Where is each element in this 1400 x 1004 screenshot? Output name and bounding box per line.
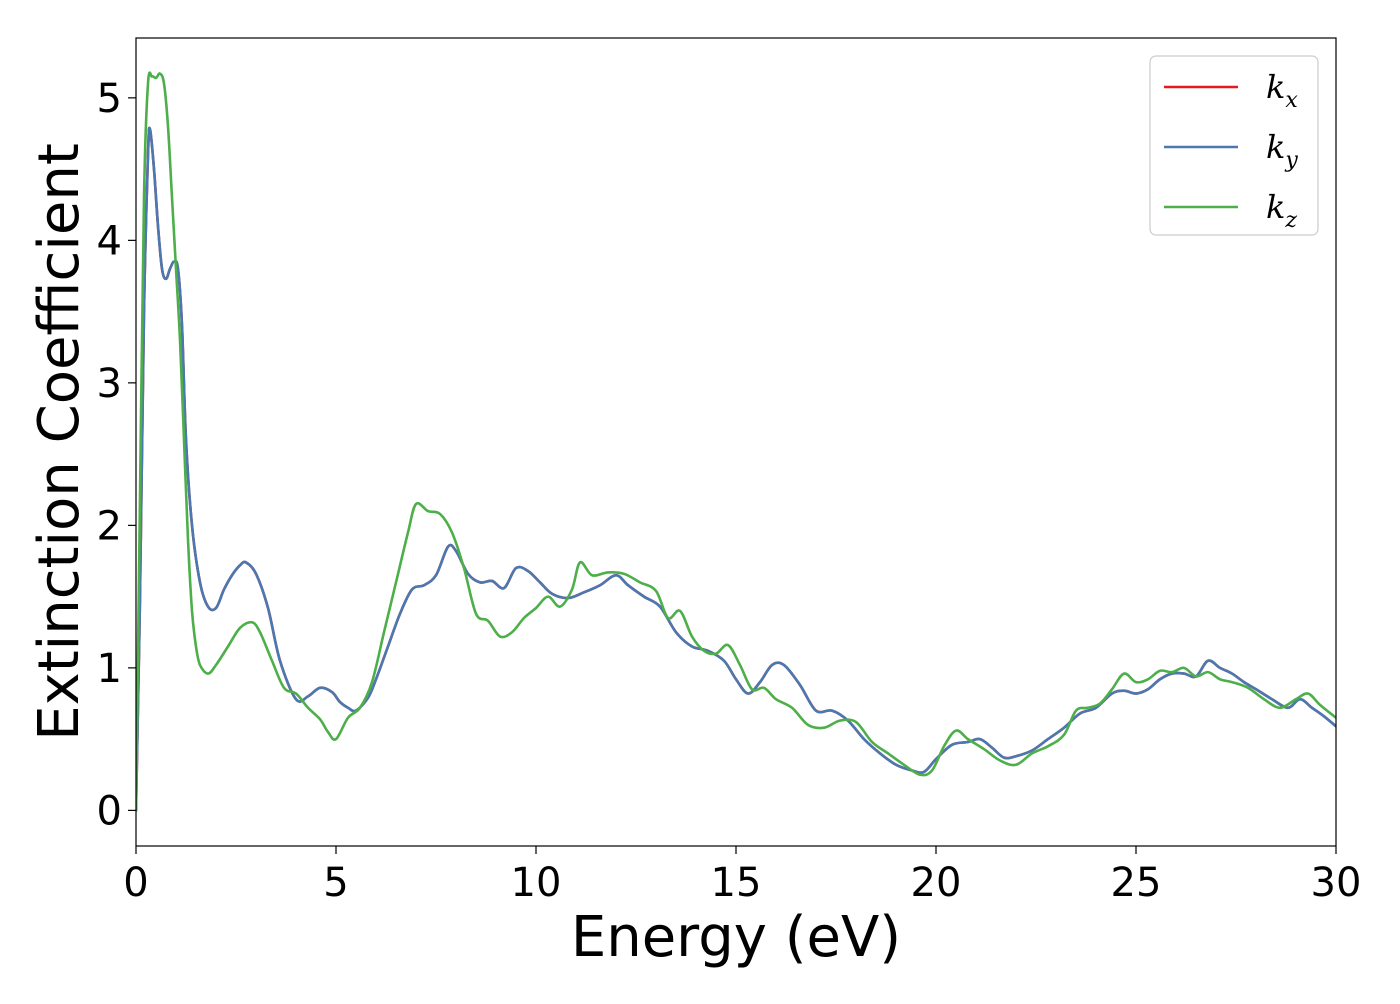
x-axis-ticks: 0 5 10 15 20 25 30 (123, 846, 1361, 906)
y-tick-label: 4 (97, 218, 122, 264)
x-tick-label: 20 (911, 860, 962, 906)
x-axis-title: Energy (eV) (571, 905, 901, 970)
legend: kx ky kz (1149, 55, 1319, 236)
x-tick-label: 30 (1311, 860, 1362, 906)
legend-box (1149, 55, 1319, 236)
x-tick-label: 15 (711, 860, 762, 906)
series-line-k-z (136, 71, 1336, 812)
series-line-k-y (136, 126, 1336, 812)
legend-label-k-y: ky (1266, 128, 1298, 173)
x-tick-label: 25 (1111, 860, 1162, 906)
x-tick-label: 5 (323, 860, 348, 906)
y-tick-label: 3 (97, 361, 122, 407)
x-tick-label: 10 (511, 860, 562, 906)
y-tick-label: 5 (97, 76, 122, 122)
y-tick-label: 0 (97, 788, 122, 834)
y-tick-label: 2 (97, 503, 122, 549)
y-axis-ticks: 0 1 2 3 4 5 (97, 76, 136, 834)
y-axis-title: Extinction Coefficient (27, 143, 92, 741)
legend-label-k-z: kz (1266, 188, 1297, 233)
y-tick-label: 1 (97, 646, 122, 692)
series-layer (136, 71, 1336, 812)
x-tick-label: 0 (123, 860, 148, 906)
legend-label-k-x: kx (1266, 68, 1298, 113)
